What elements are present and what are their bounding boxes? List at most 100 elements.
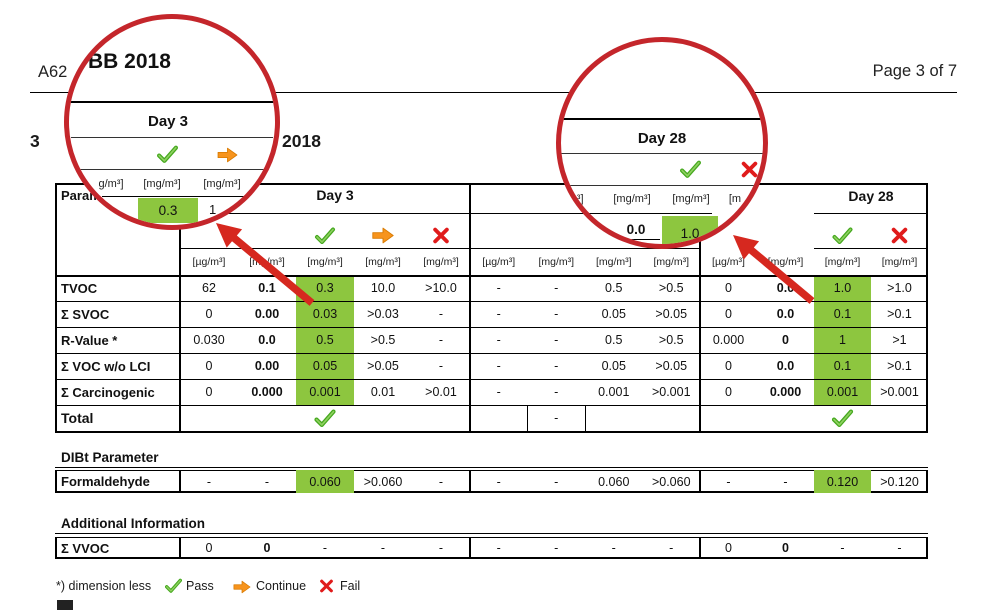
value-cell: >0.1 [887, 307, 912, 321]
value-cell: - [554, 359, 559, 373]
value-cell: 0.001 [598, 385, 630, 399]
value-cell: 0 [205, 385, 213, 399]
value-cell: 0.060 [598, 474, 630, 489]
value-cell: >0.05 [655, 307, 688, 321]
header-rule [30, 92, 957, 94]
day28-pass-column-highlight [814, 275, 871, 405]
value-cell: >0.01 [425, 385, 457, 399]
value-cell: - [554, 474, 559, 489]
row-label: Σ Carcinogenic [61, 384, 155, 400]
day3-column-header: Day 3 [316, 187, 354, 203]
magnified-partial-value: 1 [209, 202, 217, 217]
value-cell: 0 [782, 541, 789, 555]
total-row-label: Total [61, 410, 94, 426]
value-cell: - [554, 281, 559, 295]
row-label: Σ VOC w/o LCI [61, 358, 151, 374]
value-cell: 0.001 [309, 385, 341, 399]
footnote: *) dimension less [56, 579, 152, 593]
value-cell: >0.5 [370, 333, 396, 347]
total-row: Total - [55, 405, 928, 431]
value-cell: 0 [205, 541, 213, 555]
magnified-unit: [mg/m³] [143, 178, 181, 190]
value-cell: [µg/m³] [192, 255, 226, 268]
value-cell: >10.0 [425, 281, 457, 295]
day3-fail-icon [412, 227, 470, 244]
value-cell: [mg/m³] [423, 255, 459, 268]
day3-continue-icon [354, 227, 412, 244]
value-cell: - [438, 541, 444, 555]
value-cell: - [496, 281, 501, 295]
row-label: TVOC [61, 280, 98, 296]
value-cell: - [438, 474, 444, 489]
value-cell: 0.05 [312, 359, 338, 373]
magnified-unit: [mg/m³] [613, 193, 651, 205]
value-cell: 0.1 [833, 307, 852, 321]
value-cell: - [264, 474, 270, 489]
value-cell: 0.5 [316, 333, 334, 347]
value-cell: - [322, 541, 328, 555]
table-row: Σ Carcinogenic 0 0.000 0.001 0.01 >0.01 - - 0.00… [55, 379, 928, 405]
value-cell: - [438, 307, 444, 321]
magnified-day3-pass-icon [157, 145, 178, 163]
value-cell: 0 [725, 385, 732, 399]
total-day3-pass-icon [296, 409, 354, 427]
table-row: Σ SVOC 0 0.00 0.03 >0.03 - - - 0.05 >0.05 0 0.0 0.1 >… [55, 301, 928, 327]
magnified-heading-fragment: BB 2018 [88, 50, 171, 73]
value-cell: 0.03 [312, 307, 338, 321]
value-cell: 0 [263, 541, 271, 555]
value-cell: 0.060 [296, 470, 354, 493]
value-cell: 0.0 [776, 307, 795, 321]
additional-section-label: Additional Information [61, 516, 205, 531]
value-cell: >0.060 [363, 474, 403, 489]
magnified-day28-pass-value: 1.0 [662, 216, 718, 244]
magnified-day3-label: Day 3 [147, 113, 189, 130]
value-cell: [mg/m³] [595, 255, 632, 268]
value-cell: - [496, 359, 501, 373]
row-label: R-Value * [61, 332, 118, 348]
value-cell: 0.001 [826, 385, 859, 399]
legend-pass-icon [165, 578, 182, 593]
legend-continue-icon [233, 580, 251, 594]
section-heading-left: 3 [30, 131, 40, 151]
value-cell: 1.0 [833, 281, 852, 295]
value-cell: - [554, 307, 559, 321]
value-cell: - [554, 385, 559, 399]
magnified-day28-label: Day 28 [637, 130, 687, 147]
value-cell: 62 [202, 281, 216, 295]
formaldehyde-row: Formaldehyde - - 0.060 >0.060 - - - 0.060 >0.060… [55, 470, 928, 494]
value-cell: 0.000 [251, 385, 283, 399]
value-cell: [mg/m³] [881, 255, 918, 268]
value-cell: >0.03 [367, 307, 399, 321]
magnified-unit: [mg/m³] [672, 193, 710, 205]
value-cell: - [206, 474, 212, 489]
value-cell: - [611, 541, 616, 555]
value-cell: >1.0 [887, 281, 912, 295]
value-cell: - [840, 541, 845, 555]
value-cell: 0.3 [316, 281, 334, 295]
value-cell: 0.05 [601, 307, 626, 321]
value-cell: - [438, 333, 444, 347]
value-cell: 0.000 [769, 385, 802, 399]
table-row: R-Value * 0.030 0.0 0.5 >0.5 - - - 0.5 >0.5 0.000 0… [55, 327, 928, 353]
value-cell: >1 [892, 333, 907, 347]
day3-pass-icon [296, 227, 354, 244]
value-cell: 0.5 [605, 333, 623, 347]
value-cell: - [496, 307, 501, 321]
magnified-unit: [mg/m³] [203, 178, 241, 190]
value-cell: >0.5 [658, 333, 684, 347]
value-cell: 0.030 [193, 333, 225, 347]
magnified-day28-fail-icon [740, 161, 759, 178]
value-cell: - [783, 474, 788, 489]
value-cell: >0.001 [880, 385, 919, 399]
day28-fail-icon [871, 227, 928, 244]
magnified-unit: [m [728, 193, 742, 205]
value-cell: 1 [839, 333, 846, 347]
vvoc-row-label: Σ VVOC [61, 540, 110, 556]
table-row: TVOC 62 0.1 0.3 10.0 >10.0 - - 0.5 >0.5 0 0.0 1.0 >1.… [55, 275, 928, 301]
magnifier-day3: BB 2018 Day 3 g/m³] [mg/m³] [mg/m³] 0.3 … [64, 14, 280, 230]
value-cell: >0.001 [651, 385, 691, 399]
legend-fail-label: Fail [340, 579, 361, 593]
magnified-unit: g/m³] [558, 193, 584, 205]
value-cell: 0.01 [370, 385, 396, 399]
